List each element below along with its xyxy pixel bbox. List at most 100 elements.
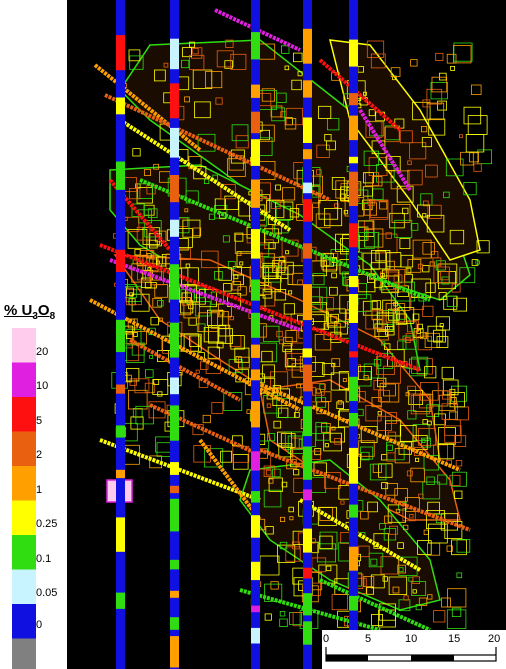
- block-cell: [406, 320, 419, 333]
- block-cell: [454, 435, 467, 448]
- block-cell: [385, 483, 398, 496]
- drillhole-interval: [170, 377, 179, 395]
- block-cell: [293, 52, 303, 63]
- block-cell: [405, 392, 410, 397]
- block-cell: [220, 450, 233, 463]
- block-cell: [476, 240, 490, 254]
- block-cell: [453, 490, 463, 499]
- legend-label: 10: [36, 380, 49, 392]
- drillhole-interval: [349, 413, 358, 427]
- block-cell: [441, 597, 451, 608]
- block-cell: [294, 412, 300, 418]
- block-cell: [376, 164, 395, 183]
- block-cell: [383, 528, 397, 541]
- block-cell: [370, 249, 391, 270]
- drillhole-interval: [303, 28, 312, 64]
- block-cell: [424, 164, 438, 178]
- block-cell: [402, 524, 409, 531]
- block-cell: [132, 332, 138, 337]
- drillhole-interval: [170, 617, 179, 630]
- block-cell: [283, 303, 296, 315]
- block-cell: [370, 558, 378, 566]
- block-cell: [183, 301, 200, 319]
- block-cell: [214, 198, 226, 210]
- block-cell: [449, 229, 465, 245]
- drillhole-interval: [251, 279, 260, 301]
- scale-bar: [325, 647, 497, 662]
- block-cell: [370, 53, 386, 69]
- block-cell: [183, 333, 202, 352]
- block-cell: [235, 135, 249, 149]
- block-cell: [282, 342, 292, 353]
- drillhole-interval: [349, 171, 358, 206]
- block-cell: [289, 516, 294, 521]
- block-cell: [372, 176, 383, 187]
- block-cell: [216, 341, 224, 349]
- block-cell: [323, 207, 343, 227]
- drillhole-interval: [170, 636, 179, 668]
- block-cell: [320, 297, 334, 311]
- block-cell: [331, 272, 337, 279]
- block-cell: [453, 401, 458, 406]
- block-cell: [185, 263, 191, 268]
- block-cell: [438, 72, 447, 81]
- block-cell: [412, 313, 420, 321]
- block-cell: [443, 191, 450, 199]
- block-cell: [259, 129, 270, 141]
- legend-title-subscript: 3: [32, 311, 38, 322]
- block-cell: [340, 500, 345, 505]
- legend-swatch: [12, 638, 36, 669]
- block-cell: [399, 130, 413, 144]
- block-cell: [373, 358, 382, 367]
- block-cell: [329, 427, 345, 443]
- block-cell: [189, 41, 195, 48]
- block-cell: [268, 477, 283, 492]
- drillhole-interval: [303, 284, 312, 321]
- block-cell: [451, 471, 467, 487]
- block-cell: [447, 588, 467, 608]
- block-cell: [471, 84, 482, 96]
- drillhole-interval: [170, 498, 179, 532]
- block-cell: [381, 341, 386, 346]
- drill-trace: [298, 498, 422, 572]
- drillhole-interval: [303, 446, 312, 480]
- block-cell: [128, 49, 141, 62]
- block-cell: [182, 47, 193, 58]
- block-cell: [427, 594, 433, 600]
- block-cell: [144, 281, 152, 289]
- legend-title: % U3O8: [4, 302, 66, 322]
- block-cell: [318, 105, 332, 120]
- drillhole-interval: [251, 179, 260, 208]
- block-cell: [152, 297, 163, 308]
- block-cell: [422, 200, 429, 207]
- block-cell: [297, 71, 303, 77]
- block-cell: [270, 581, 279, 590]
- block-cell: [263, 325, 280, 343]
- block-cell: [422, 481, 441, 500]
- block-cell: [405, 267, 412, 274]
- block-cell: [363, 576, 375, 587]
- block-cell: [371, 396, 382, 408]
- drillhole: [303, 0, 312, 669]
- block-cell: [397, 307, 415, 324]
- block-cell: [260, 253, 276, 269]
- block-cell: [232, 445, 250, 463]
- block-cell: [408, 390, 424, 405]
- drill-trace: [139, 178, 431, 302]
- block-cell: [419, 332, 427, 340]
- block-cell: [280, 45, 290, 54]
- block-cell: [227, 158, 246, 177]
- block-cell: [388, 576, 408, 596]
- block-cell: [129, 55, 144, 70]
- vertical-drillholes: [116, 0, 358, 669]
- block-cell: [405, 333, 414, 341]
- drillhole-interval: [170, 405, 179, 441]
- block-cell: [407, 385, 416, 395]
- drillhole-interval: [349, 595, 358, 611]
- block-cell: [134, 378, 150, 394]
- drillhole-interval: [303, 117, 312, 143]
- block-cell: [367, 501, 378, 513]
- drillhole-interval: [303, 199, 312, 222]
- block-cell: [163, 62, 169, 68]
- block-cell: [231, 124, 249, 142]
